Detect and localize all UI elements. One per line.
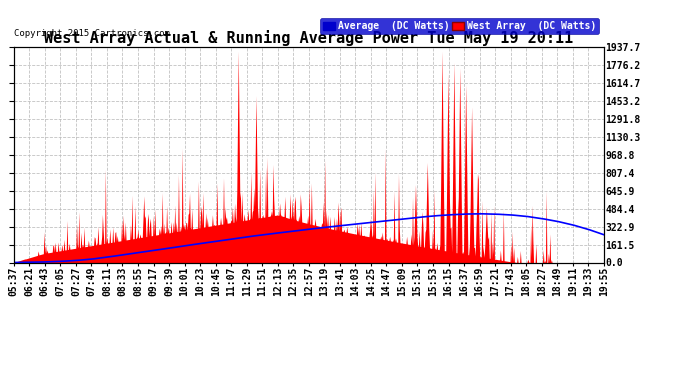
Text: Copyright 2015 Cartronics.com: Copyright 2015 Cartronics.com [14,29,170,38]
Title: West Array Actual & Running Average Power Tue May 19 20:11: West Array Actual & Running Average Powe… [44,30,573,46]
Legend: Average  (DC Watts), West Array  (DC Watts): Average (DC Watts), West Array (DC Watts… [320,18,599,34]
